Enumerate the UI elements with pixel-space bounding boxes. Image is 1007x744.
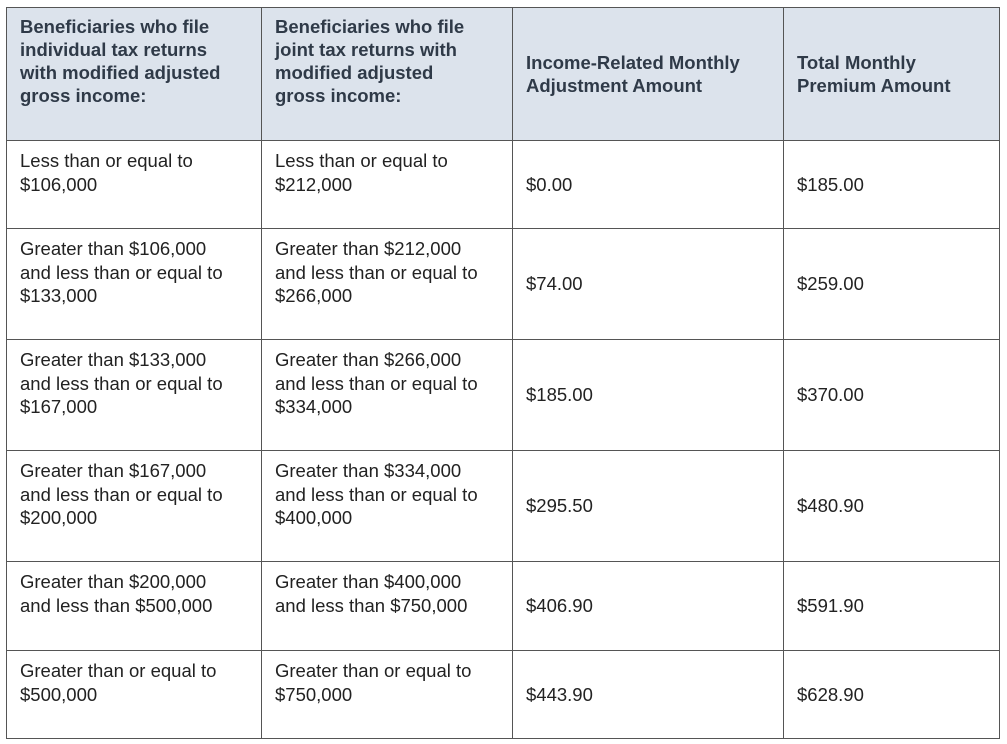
total-premium-cell: $480.90	[783, 450, 1000, 562]
cell-text: Greater than $167,000 and less than or e…	[20, 460, 223, 528]
header-total-premium: Total Monthly Premium Amount	[783, 7, 1000, 141]
table-row: Less than or equal to $106,000 Less than…	[6, 140, 1000, 229]
header-adjustment-amount-text: Income-Related Monthly Adjustment Amount	[526, 52, 740, 96]
total-premium-cell: $591.90	[783, 561, 1000, 651]
joint-income-cell: Greater than or equal to $750,000	[261, 650, 513, 739]
cell-text: Greater than $133,000 and less than or e…	[20, 349, 223, 417]
cell-text: $295.50	[526, 495, 593, 517]
joint-income-cell: Greater than $266,000 and less than or e…	[261, 339, 513, 451]
adjustment-amount-cell: $0.00	[512, 140, 784, 229]
header-total-premium-text: Total Monthly Premium Amount	[797, 52, 951, 96]
cell-text: $370.00	[797, 384, 864, 406]
joint-income-cell: Greater than $334,000 and less than or e…	[261, 450, 513, 562]
joint-income-cell: Greater than $400,000 and less than $750…	[261, 561, 513, 651]
cell-text: Less than or equal to $106,000	[20, 150, 193, 195]
adjustment-amount-cell: $295.50	[512, 450, 784, 562]
individual-income-cell: Greater than $200,000 and less than $500…	[6, 561, 262, 651]
header-adjustment-amount: Income-Related Monthly Adjustment Amount	[512, 7, 784, 141]
cell-text: $185.00	[526, 384, 593, 406]
header-individual-income-text: Beneficiaries who file individual tax re…	[20, 16, 221, 106]
cell-text: Greater than $266,000 and less than or e…	[275, 349, 478, 417]
adjustment-amount-cell: $443.90	[512, 650, 784, 739]
cell-text: Greater than $334,000 and less than or e…	[275, 460, 478, 528]
total-premium-cell: $185.00	[783, 140, 1000, 229]
adjustment-amount-cell: $185.00	[512, 339, 784, 451]
cell-text: $74.00	[526, 273, 583, 295]
cell-text: $259.00	[797, 273, 864, 295]
cell-text: Greater than or equal to $750,000	[275, 660, 472, 705]
total-premium-cell: $628.90	[783, 650, 1000, 739]
cell-text: Greater than $200,000 and less than $500…	[20, 571, 213, 616]
individual-income-cell: Less than or equal to $106,000	[6, 140, 262, 229]
cell-text: Greater than or equal to $500,000	[20, 660, 217, 705]
individual-income-cell: Greater than $106,000 and less than or e…	[6, 228, 262, 340]
cell-text: $628.90	[797, 683, 864, 705]
header-individual-income: Beneficiaries who file individual tax re…	[6, 7, 262, 141]
table-row: Greater than $106,000 and less than or e…	[6, 228, 1000, 340]
table-header: Beneficiaries who file individual tax re…	[6, 7, 1000, 141]
premium-table: Beneficiaries who file individual tax re…	[6, 7, 1000, 739]
table-row: Greater than or equal to $500,000 Greate…	[6, 650, 1000, 739]
cell-text: Greater than $106,000 and less than or e…	[20, 238, 223, 306]
cell-text: Greater than $400,000 and less than $750…	[275, 571, 468, 616]
cell-text: Less than or equal to $212,000	[275, 150, 448, 195]
header-joint-income: Beneficiaries who file joint tax returns…	[261, 7, 513, 141]
adjustment-amount-cell: $74.00	[512, 228, 784, 340]
total-premium-cell: $370.00	[783, 339, 1000, 451]
cell-text: Greater than $212,000 and less than or e…	[275, 238, 478, 306]
cell-text: $0.00	[526, 173, 573, 195]
header-joint-income-text: Beneficiaries who file joint tax returns…	[275, 16, 465, 106]
table-row: Greater than $200,000 and less than $500…	[6, 561, 1000, 651]
cell-text: $406.90	[526, 595, 593, 617]
header-row: Beneficiaries who file individual tax re…	[6, 7, 1000, 141]
table-body: Less than or equal to $106,000 Less than…	[6, 140, 1000, 739]
individual-income-cell: Greater than $133,000 and less than or e…	[6, 339, 262, 451]
joint-income-cell: Less than or equal to $212,000	[261, 140, 513, 229]
table-row: Greater than $133,000 and less than or e…	[6, 339, 1000, 451]
joint-income-cell: Greater than $212,000 and less than or e…	[261, 228, 513, 340]
cell-text: $443.90	[526, 683, 593, 705]
table-row: Greater than $167,000 and less than or e…	[6, 450, 1000, 562]
cell-text: $185.00	[797, 173, 864, 195]
cell-text: $480.90	[797, 495, 864, 517]
adjustment-amount-cell: $406.90	[512, 561, 784, 651]
individual-income-cell: Greater than $167,000 and less than or e…	[6, 450, 262, 562]
total-premium-cell: $259.00	[783, 228, 1000, 340]
cell-text: $591.90	[797, 595, 864, 617]
individual-income-cell: Greater than or equal to $500,000	[6, 650, 262, 739]
